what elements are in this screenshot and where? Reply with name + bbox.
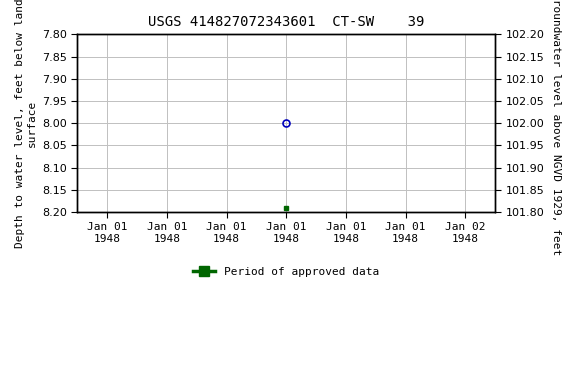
Legend: Period of approved data: Period of approved data	[188, 262, 384, 281]
Y-axis label: Depth to water level, feet below land
surface: Depth to water level, feet below land su…	[15, 0, 37, 248]
Title: USGS 414827072343601  CT-SW    39: USGS 414827072343601 CT-SW 39	[148, 15, 425, 29]
Y-axis label: Groundwater level above NGVD 1929, feet: Groundwater level above NGVD 1929, feet	[551, 0, 561, 255]
